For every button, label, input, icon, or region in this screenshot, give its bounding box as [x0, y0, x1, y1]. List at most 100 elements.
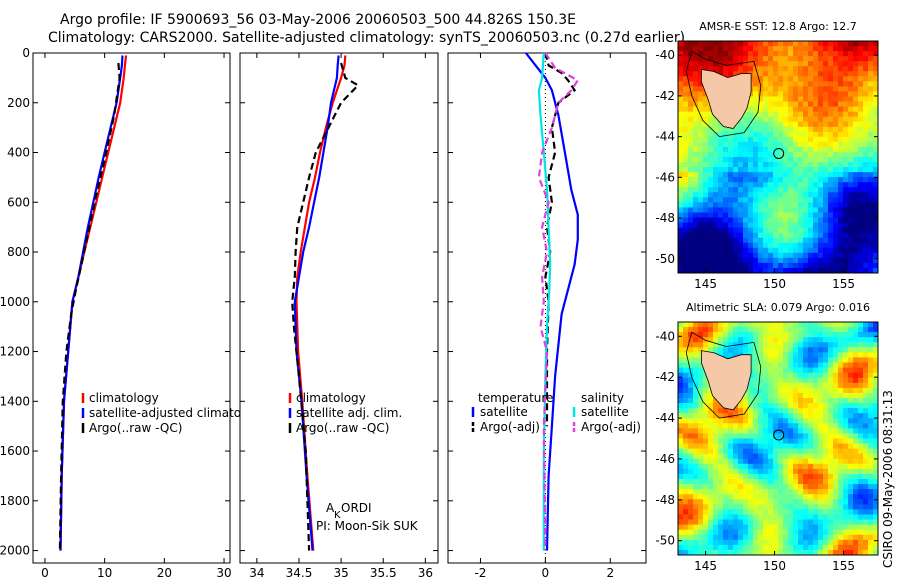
map-cell — [683, 197, 689, 203]
map-cell — [708, 509, 714, 515]
map-cell — [823, 357, 829, 363]
map-cell — [778, 418, 784, 424]
map-cell — [708, 479, 714, 485]
map-cell — [803, 111, 809, 118]
map-cell — [863, 61, 869, 67]
map-cell — [773, 207, 779, 213]
map-cell — [833, 509, 839, 515]
map-cell — [823, 162, 829, 168]
map-cell — [713, 151, 719, 158]
map-cell — [823, 262, 829, 269]
map-cell — [798, 91, 804, 97]
map-cell — [733, 529, 739, 536]
map-cell — [688, 397, 694, 404]
map-cell — [693, 428, 699, 434]
y-tick-label: -50 — [655, 534, 675, 548]
map-cell — [753, 76, 759, 82]
map-cell — [763, 146, 769, 153]
map-cell — [833, 433, 839, 439]
x-tick-label: 150 — [763, 559, 786, 573]
map-cell — [788, 262, 794, 269]
map-cell — [683, 397, 689, 404]
map-cell — [763, 96, 769, 102]
map-cell — [748, 111, 754, 118]
map-cell — [823, 367, 829, 374]
map-cell — [758, 453, 764, 460]
map-cell — [728, 463, 734, 470]
map-cell — [793, 121, 799, 128]
map-cell — [778, 212, 784, 218]
map-cell — [833, 549, 839, 555]
map-cell — [703, 157, 709, 163]
map-cell — [833, 387, 839, 394]
map-cell — [763, 357, 769, 363]
map-cell — [743, 519, 749, 526]
map-cell — [803, 227, 809, 234]
map-cell — [823, 499, 829, 505]
map-cell — [848, 66, 854, 72]
map-cell — [788, 549, 794, 555]
map-cell — [733, 177, 739, 183]
legend-label: Argo(-adj) — [480, 420, 540, 434]
map-cell — [738, 443, 744, 450]
map-cell — [803, 514, 809, 520]
map-cell — [828, 81, 834, 87]
map-cell — [758, 408, 764, 414]
map-cell — [838, 443, 844, 450]
map-cell — [783, 247, 789, 254]
map-cell — [783, 146, 789, 153]
map-cell — [743, 544, 749, 551]
map-cell — [843, 252, 849, 259]
map-cell — [798, 202, 804, 208]
map-cell — [693, 489, 699, 495]
map-cell — [768, 438, 774, 444]
map-cell — [798, 41, 804, 47]
map-cell — [863, 322, 869, 328]
map-cell — [803, 473, 809, 480]
map-cell — [858, 212, 864, 218]
map-cell — [873, 504, 878, 510]
legend-label: Argo(..raw -QC) — [89, 421, 182, 435]
map-cell — [778, 247, 784, 254]
map-cell — [798, 227, 804, 234]
map-cell — [793, 372, 799, 379]
map-cell — [813, 197, 819, 203]
map-cell — [678, 504, 684, 510]
map-cell — [743, 413, 749, 419]
map-cell — [828, 131, 834, 138]
map-cell — [873, 131, 878, 138]
map-cell — [853, 136, 859, 143]
map-cell — [728, 534, 734, 541]
map-cell — [788, 377, 794, 384]
map-cell — [833, 514, 839, 520]
y-tick-label: 1000 — [0, 295, 30, 309]
map-cell — [853, 322, 859, 328]
map-cell — [728, 408, 734, 414]
map-cell — [778, 468, 784, 475]
map-cell — [848, 473, 854, 480]
map-cell — [788, 81, 794, 87]
map-cell — [693, 86, 699, 92]
map-cell — [818, 377, 824, 384]
map-cell — [768, 322, 774, 328]
map-cell — [778, 499, 784, 505]
map-cell — [818, 539, 824, 546]
map-cell — [738, 202, 744, 208]
map-cell — [853, 227, 859, 234]
map-cell — [813, 382, 819, 389]
map-cell — [843, 212, 849, 218]
map-cell — [868, 172, 874, 178]
map-cell — [768, 141, 774, 148]
map-cell — [773, 202, 779, 208]
map-cell — [773, 539, 779, 546]
map-cell — [838, 332, 844, 338]
map-cell — [873, 76, 878, 82]
map-cell — [733, 212, 739, 218]
map-cell — [783, 81, 789, 87]
map-cell — [703, 448, 709, 455]
map-cell — [873, 367, 878, 374]
map-cell — [678, 141, 684, 148]
map-cell — [783, 262, 789, 269]
map-cell — [818, 222, 824, 229]
map-cell — [688, 468, 694, 475]
